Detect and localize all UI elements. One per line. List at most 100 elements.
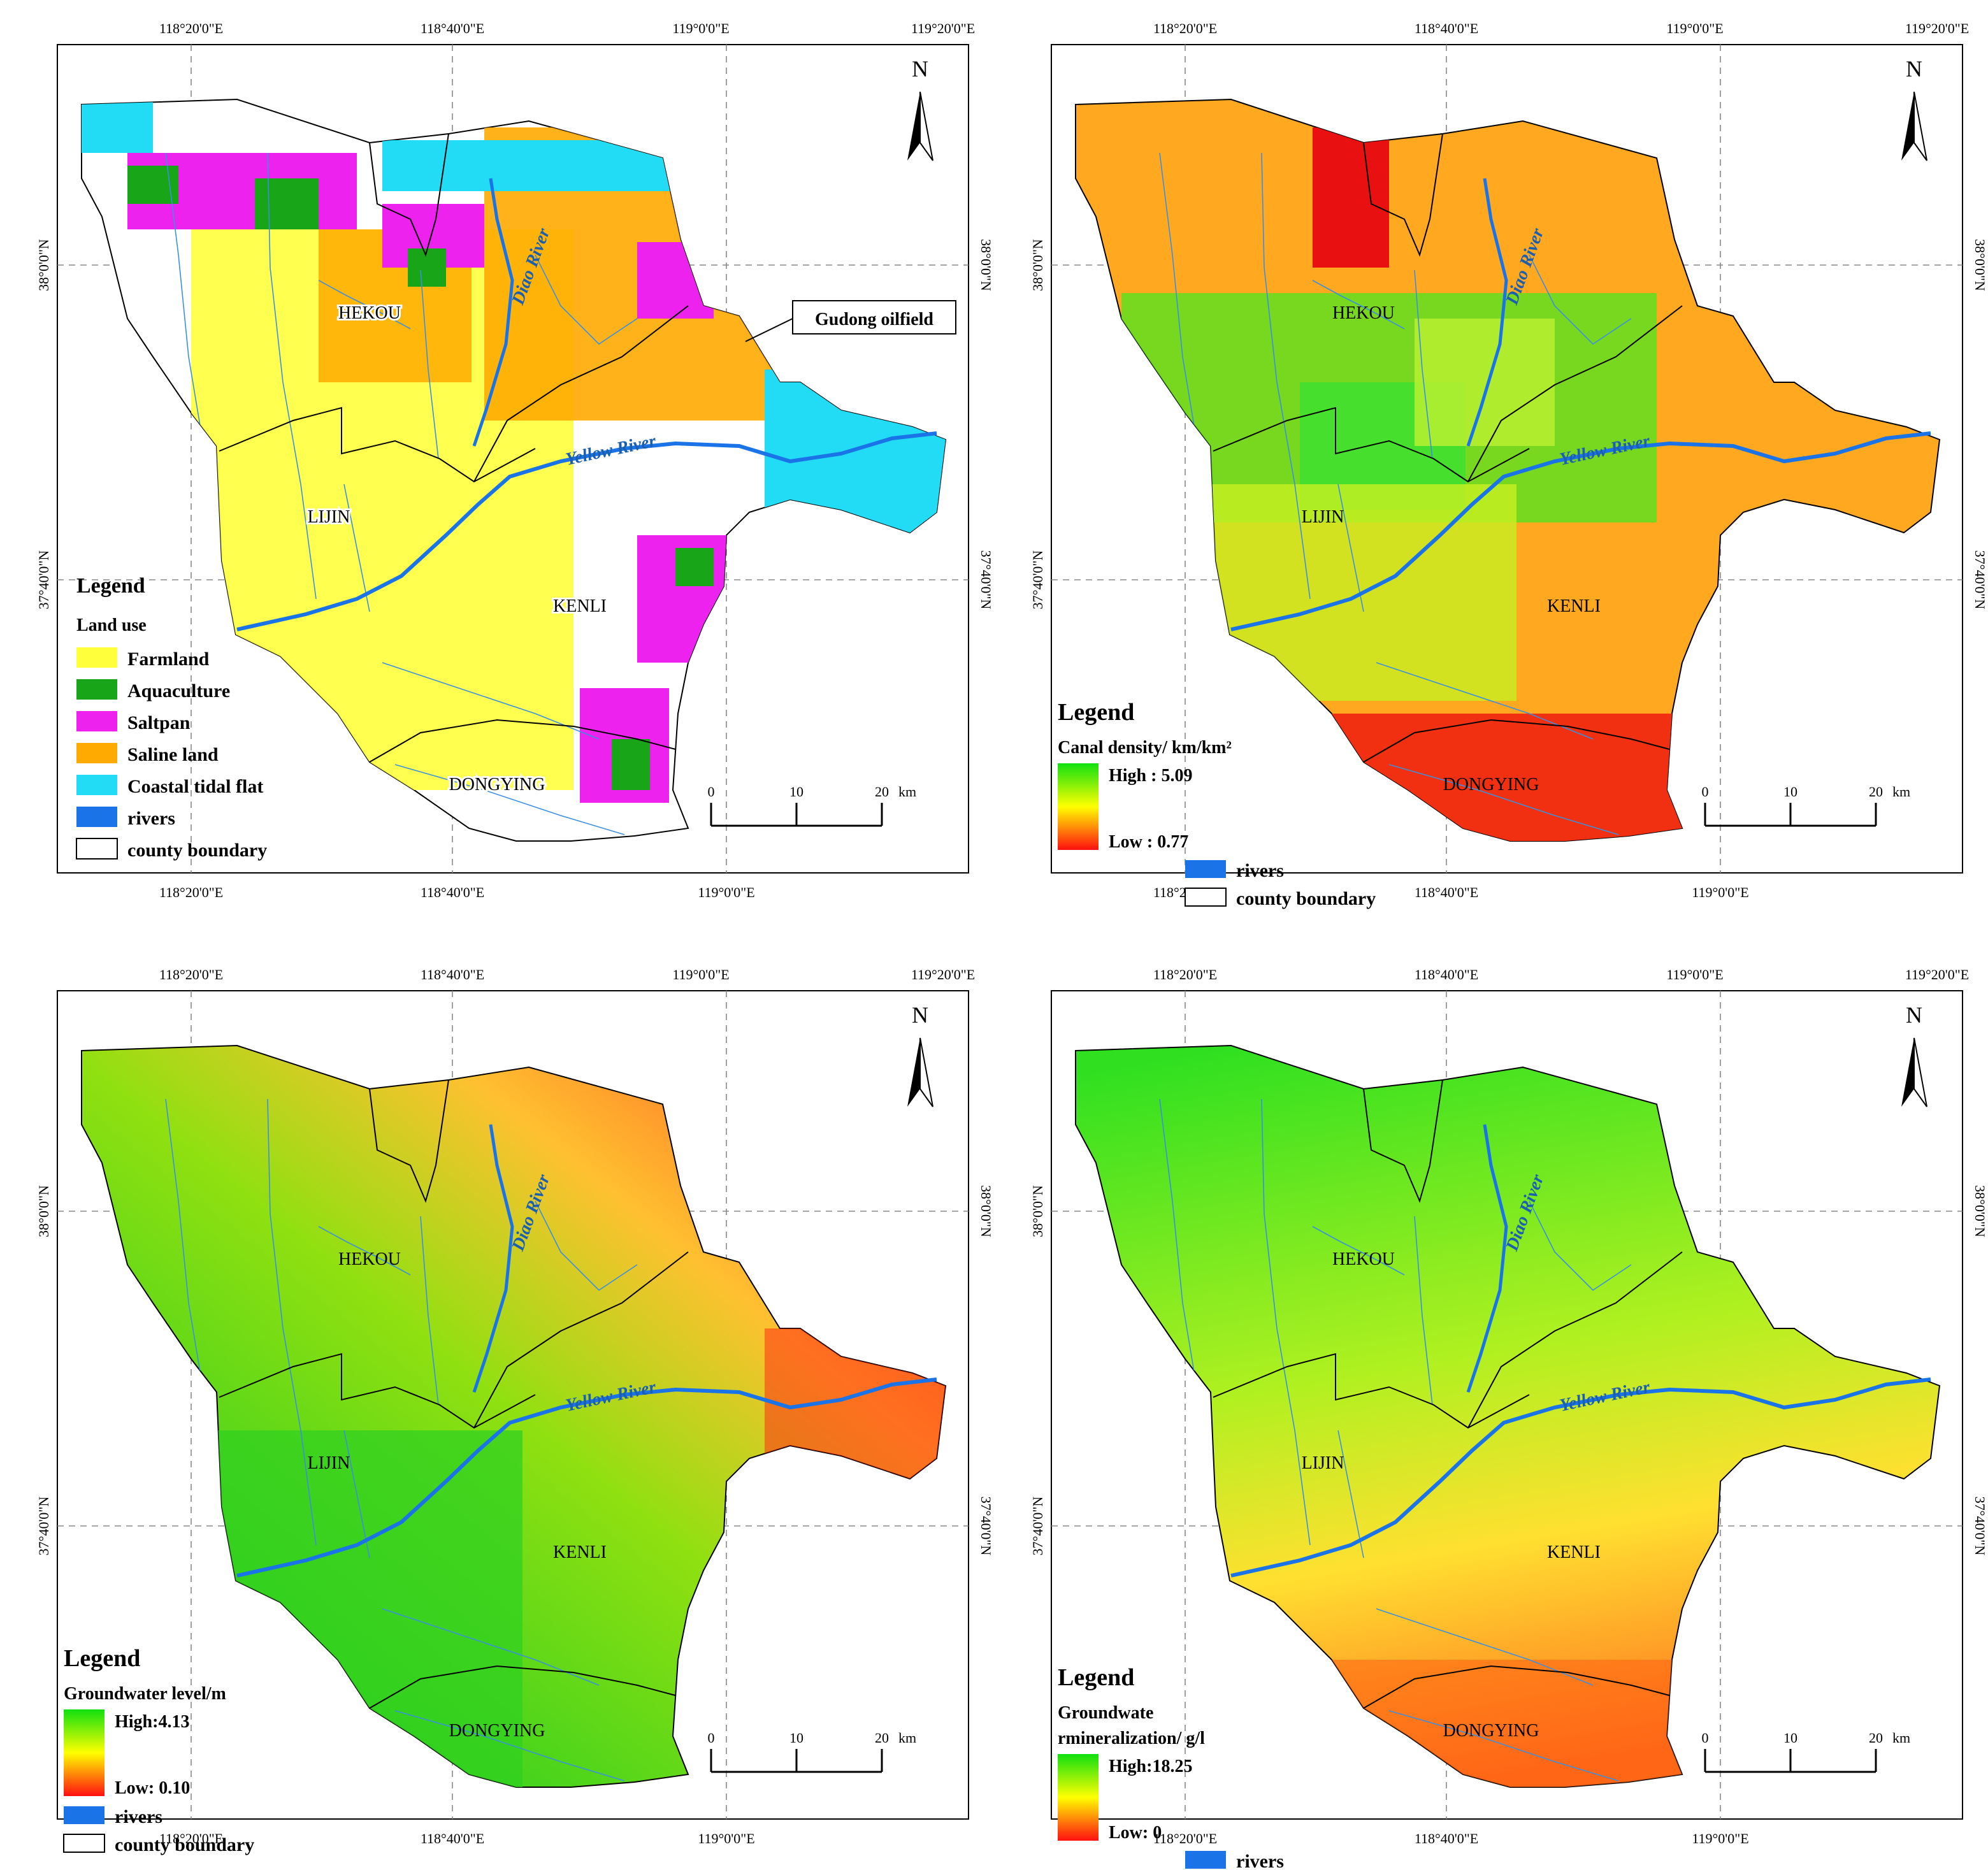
bottom-longitude-label: 118°20'0"E [1153,1830,1217,1846]
county-boundary-line [1363,719,1670,763]
canal-line [420,1216,439,1406]
county-boundary-line [219,406,536,483]
bottom-longitude-label: 119°0'0"E [698,884,754,900]
county-boundary-line [1363,1665,1670,1709]
legend-swatch [76,807,117,827]
legend-rivers-swatch [1185,1851,1226,1869]
canal-line [1337,484,1364,612]
legend-item-label: Coastal tidal flat [127,776,263,797]
legend-swatch [76,775,117,795]
legend-item-label: rivers [127,808,175,829]
north-arrow-left-half [1901,92,1914,161]
scale-bar-label: 10 [789,784,803,800]
north-arrow-letter: N [1906,1002,1922,1028]
legend-item-label: Saline land [127,744,219,765]
canal-line [1312,280,1405,329]
legend-swatch [76,743,117,763]
top-longitude-label: 118°40'0"E [421,967,484,982]
map-panel-gwmin: 118°20'0"E 118°40'0"E 119°0'0"E 119°20'0"E 1… [1030,967,1988,1870]
left-latitude-label: 37°40'0"N [36,1497,52,1556]
left-latitude-label: 38°0'0"N [1030,1185,1046,1237]
top-longitude-label: 118°40'0"E [421,20,484,36]
top-longitude-label: 118°20'0"E [1153,967,1217,982]
legend-color-ramp [1058,1754,1098,1841]
county-label: DONGYING [449,1721,545,1741]
top-longitude-label: 119°0'0"E [672,967,729,982]
scale-bar-label: 10 [1783,784,1797,800]
canal-line [165,152,202,434]
right-latitude-label: 37°40'0"N [978,1497,994,1556]
canal-line [343,484,370,612]
county-boundary-line [369,133,449,257]
county-boundary-line [1213,1353,1530,1429]
bottom-longitude-label: 119°0'0"E [1692,1830,1748,1846]
map-frame [1051,990,1963,1820]
top-longitude-label: 119°20'0"E [1905,20,1969,36]
high-level-zone [191,1430,522,1787]
scale-bar: 0 10 20 km [1702,784,1910,827]
county-label: HEKOU [338,303,401,323]
county-boundary-line [369,1079,449,1203]
aquaculture-zone [612,739,650,790]
very-low-density-zone [1313,127,1389,268]
left-latitude-label: 38°0'0"N [1030,239,1046,291]
county-label: LIJIN [308,507,350,527]
legend-boundary-swatch [63,1834,105,1853]
legend-title: Legend [1058,1664,1134,1691]
county-label: HEKOU [1332,303,1395,323]
diao-river-line [472,1124,514,1393]
canal-line [1312,1226,1405,1276]
canal-line [318,1226,411,1276]
legend-subtitle: Groundwate [1058,1703,1153,1723]
right-latitude-label: 37°40'0"N [978,550,994,610]
right-latitude-label: 38°0'0"N [978,1185,994,1237]
north-arrow-letter: N [912,1002,928,1028]
legend-color-ramp [64,1709,104,1796]
top-longitude-label: 119°0'0"E [1666,967,1723,982]
top-longitude-label: 118°40'0"E [1415,967,1478,982]
top-longitude-label: 118°20'0"E [159,967,223,982]
legend-item-label: Aquaculture [127,680,230,701]
yellow-river-line [1230,431,1931,631]
yellow-river-line [1230,1377,1931,1578]
canal-line [1388,1710,1619,1781]
north-arrow-right-half [1913,1037,1927,1107]
canal-line [394,764,625,835]
bottom-longitude-label: 119°0'0"E [1692,884,1748,900]
county-boundary-line [1467,305,1683,482]
county-label: LIJIN [1302,1453,1344,1473]
top-longitude-label: 118°40'0"E [1415,20,1478,36]
legend-subtitle: Canal density/ km/km² [1058,738,1232,758]
legend-boundary-swatch [1185,888,1227,907]
county-label: KENLI [1547,1543,1601,1562]
legend-high-label: High : 5.09 [1109,766,1192,786]
legend-rivers-label: rivers [1236,860,1284,881]
scale-bar-label: 10 [1783,1730,1797,1746]
scale-bar-label: 20 [1869,784,1883,800]
county-label: DONGYING [449,775,545,795]
map-panel-gwlevel: 118°20'0"E 118°40'0"E 119°0'0"E 119°20'0"E 1… [36,967,994,1855]
right-latitude-label: 38°0'0"N [1972,239,1988,291]
medium-density-zone [1185,484,1516,701]
bottom-longitude-label: 118°20'0"E [159,1830,223,1846]
legend-swatch [76,647,117,668]
canal-line [267,1098,317,1546]
north-arrow-letter: N [1906,56,1922,82]
map-layers [82,102,946,835]
diao-river-line [1466,178,1508,447]
scale-bar-unit: km [898,1730,916,1746]
canal-line [420,270,439,459]
legend-item-label: county boundary [127,840,267,861]
canal-line [1414,1216,1433,1406]
coastal-tidal-flat-zone [82,102,153,153]
bottom-longitude-label: 118°40'0"E [1415,1830,1478,1846]
bottom-longitude-label: 118°20'0"E [159,884,223,900]
canal-line [1159,1098,1196,1380]
north-arrow-icon: N [907,56,933,161]
right-latitude-label: 37°40'0"N [1972,1497,1988,1556]
county-label: DONGYING [1443,1721,1539,1741]
left-latitude-label: 37°40'0"N [1030,1497,1046,1556]
north-arrow-icon: N [1901,56,1927,161]
county-boundary-line [1363,133,1443,257]
legend-swatch [76,711,117,731]
